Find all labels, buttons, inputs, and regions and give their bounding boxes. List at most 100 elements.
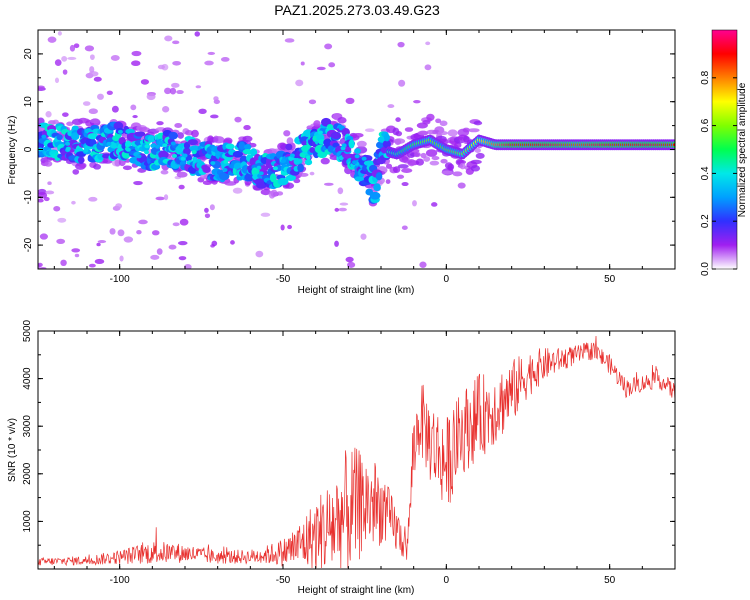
noise-blob: [339, 202, 349, 206]
noise-blob: [54, 59, 62, 67]
noise-blob: [115, 203, 123, 209]
ridge-blob: [354, 176, 365, 182]
halo-blob: [320, 157, 330, 165]
noise-blob: [47, 181, 52, 185]
ridge-blob: [244, 143, 252, 151]
halo-blob: [286, 137, 294, 145]
noise-blob: [309, 171, 315, 176]
noise-blob: [345, 256, 354, 263]
halo-blob: [242, 135, 253, 142]
halo-blob: [415, 158, 425, 166]
noise-blob: [347, 261, 356, 268]
noise-blob: [431, 202, 438, 207]
noise-blob: [131, 50, 142, 57]
bright-blob: [272, 166, 278, 171]
halo-blob: [401, 168, 413, 173]
noise-blob: [62, 112, 69, 117]
bright-blob: [191, 150, 197, 155]
noise-blob: [146, 93, 156, 101]
halo-blob: [447, 129, 458, 137]
noise-blob: [168, 244, 177, 250]
noise-blob: [61, 55, 68, 62]
halo-blob: [260, 188, 271, 196]
halo-blob: [431, 156, 440, 161]
colorbar-ticks: 0.0 0.2 0.4 0.6 0.8: [700, 70, 737, 276]
noise-blob: [172, 222, 180, 227]
ridge-blob: [375, 172, 383, 181]
halo-blob: [435, 118, 442, 124]
noise-blob: [164, 35, 173, 42]
noise-blob: [169, 87, 177, 95]
bright-blob: [136, 154, 142, 159]
noise-blob: [97, 239, 107, 244]
bright-blob: [210, 161, 216, 166]
colorbar-tick-label: 0.8: [700, 70, 711, 84]
noise-blob: [439, 120, 448, 127]
noise-blob: [163, 194, 169, 201]
noise-blob: [109, 228, 116, 235]
noise-blob: [123, 236, 134, 243]
noise-blob: [155, 196, 165, 201]
halo-blob: [473, 120, 483, 126]
noise-blob: [57, 217, 67, 223]
noise-blob: [284, 38, 295, 43]
bright-blob: [65, 141, 71, 146]
noise-blob: [234, 116, 242, 123]
noise-blob: [178, 256, 187, 261]
noise-blob: [133, 180, 143, 186]
noise-blob: [419, 261, 427, 268]
noise-blob: [255, 250, 264, 258]
noise-blob: [140, 79, 150, 85]
noise-blob: [210, 114, 219, 119]
spectrogram-blobs: [38, 31, 675, 269]
spectrogram-x-label: Height of straight line (km): [298, 285, 415, 296]
y-tick-label: -10: [23, 190, 34, 205]
bright-blob: [125, 147, 131, 152]
ridge-blob: [218, 171, 230, 181]
ridge-blob: [158, 150, 169, 160]
noise-blob: [176, 89, 184, 95]
ridge-blob: [285, 174, 297, 182]
bright-blob: [341, 143, 347, 148]
noise-blob: [132, 115, 138, 119]
bright-blob: [317, 130, 323, 135]
halo-blob: [397, 164, 409, 169]
colorbar-label: Normalized spectral amplitude: [737, 82, 748, 217]
colorbar-gradient: [711, 29, 738, 270]
noise-blob: [324, 43, 333, 50]
halo-blob: [138, 126, 151, 133]
noise-blob: [53, 205, 61, 212]
noise-blob: [39, 266, 47, 269]
ridge-blob: [77, 156, 85, 164]
x-tick-label: 50: [604, 274, 616, 285]
bright-blob: [144, 144, 150, 149]
halo-blob: [395, 130, 403, 137]
noise-blob: [316, 66, 326, 71]
colorbar: 0.0 0.2 0.4 0.6 0.8 Normalized spectral ampl…: [700, 29, 748, 276]
noise-blob: [89, 54, 95, 61]
noise-blob: [360, 233, 367, 240]
noise-blob: [207, 51, 216, 55]
noise-blob: [179, 218, 189, 226]
noise-blob: [334, 207, 340, 212]
ridge-blob: [256, 182, 267, 189]
ridge-blob: [71, 125, 79, 133]
noise-blob: [334, 240, 339, 247]
noise-blob: [385, 179, 391, 184]
noise-blob: [96, 242, 101, 247]
noise-blob: [117, 229, 125, 237]
y-tick-label: 4000: [22, 367, 33, 390]
noise-blob: [401, 225, 408, 230]
halo-blob: [462, 127, 470, 133]
halo-blob: [356, 140, 367, 148]
ridge-blob: [354, 148, 361, 154]
halo-blob: [385, 163, 393, 169]
noise-blob: [110, 54, 120, 61]
bright-blob: [180, 156, 186, 161]
ridge-blob: [147, 135, 156, 143]
halo-blob: [437, 131, 449, 136]
noise-blob: [283, 130, 291, 137]
noise-blob: [156, 121, 164, 126]
